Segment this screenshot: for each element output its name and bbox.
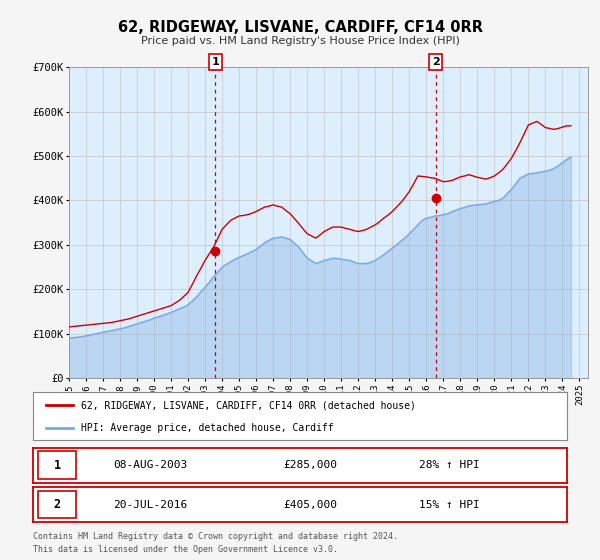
Text: £285,000: £285,000 (284, 460, 338, 470)
Text: 2: 2 (53, 498, 61, 511)
FancyBboxPatch shape (38, 491, 76, 519)
Text: 15% ↑ HPI: 15% ↑ HPI (419, 500, 480, 510)
Text: Contains HM Land Registry data © Crown copyright and database right 2024.: Contains HM Land Registry data © Crown c… (33, 532, 398, 541)
Text: 62, RIDGEWAY, LISVANE, CARDIFF, CF14 0RR: 62, RIDGEWAY, LISVANE, CARDIFF, CF14 0RR (118, 20, 482, 35)
Text: HPI: Average price, detached house, Cardiff: HPI: Average price, detached house, Card… (81, 423, 334, 433)
FancyBboxPatch shape (38, 451, 76, 479)
Text: 62, RIDGEWAY, LISVANE, CARDIFF, CF14 0RR (detached house): 62, RIDGEWAY, LISVANE, CARDIFF, CF14 0RR… (81, 400, 416, 410)
Text: 20-JUL-2016: 20-JUL-2016 (113, 500, 188, 510)
Text: 2: 2 (432, 57, 440, 67)
Text: Price paid vs. HM Land Registry's House Price Index (HPI): Price paid vs. HM Land Registry's House … (140, 36, 460, 46)
Text: 1: 1 (53, 459, 61, 472)
Text: 28% ↑ HPI: 28% ↑ HPI (419, 460, 480, 470)
Text: 1: 1 (211, 57, 219, 67)
Text: £405,000: £405,000 (284, 500, 338, 510)
Text: This data is licensed under the Open Government Licence v3.0.: This data is licensed under the Open Gov… (33, 545, 338, 554)
Text: 08-AUG-2003: 08-AUG-2003 (113, 460, 188, 470)
